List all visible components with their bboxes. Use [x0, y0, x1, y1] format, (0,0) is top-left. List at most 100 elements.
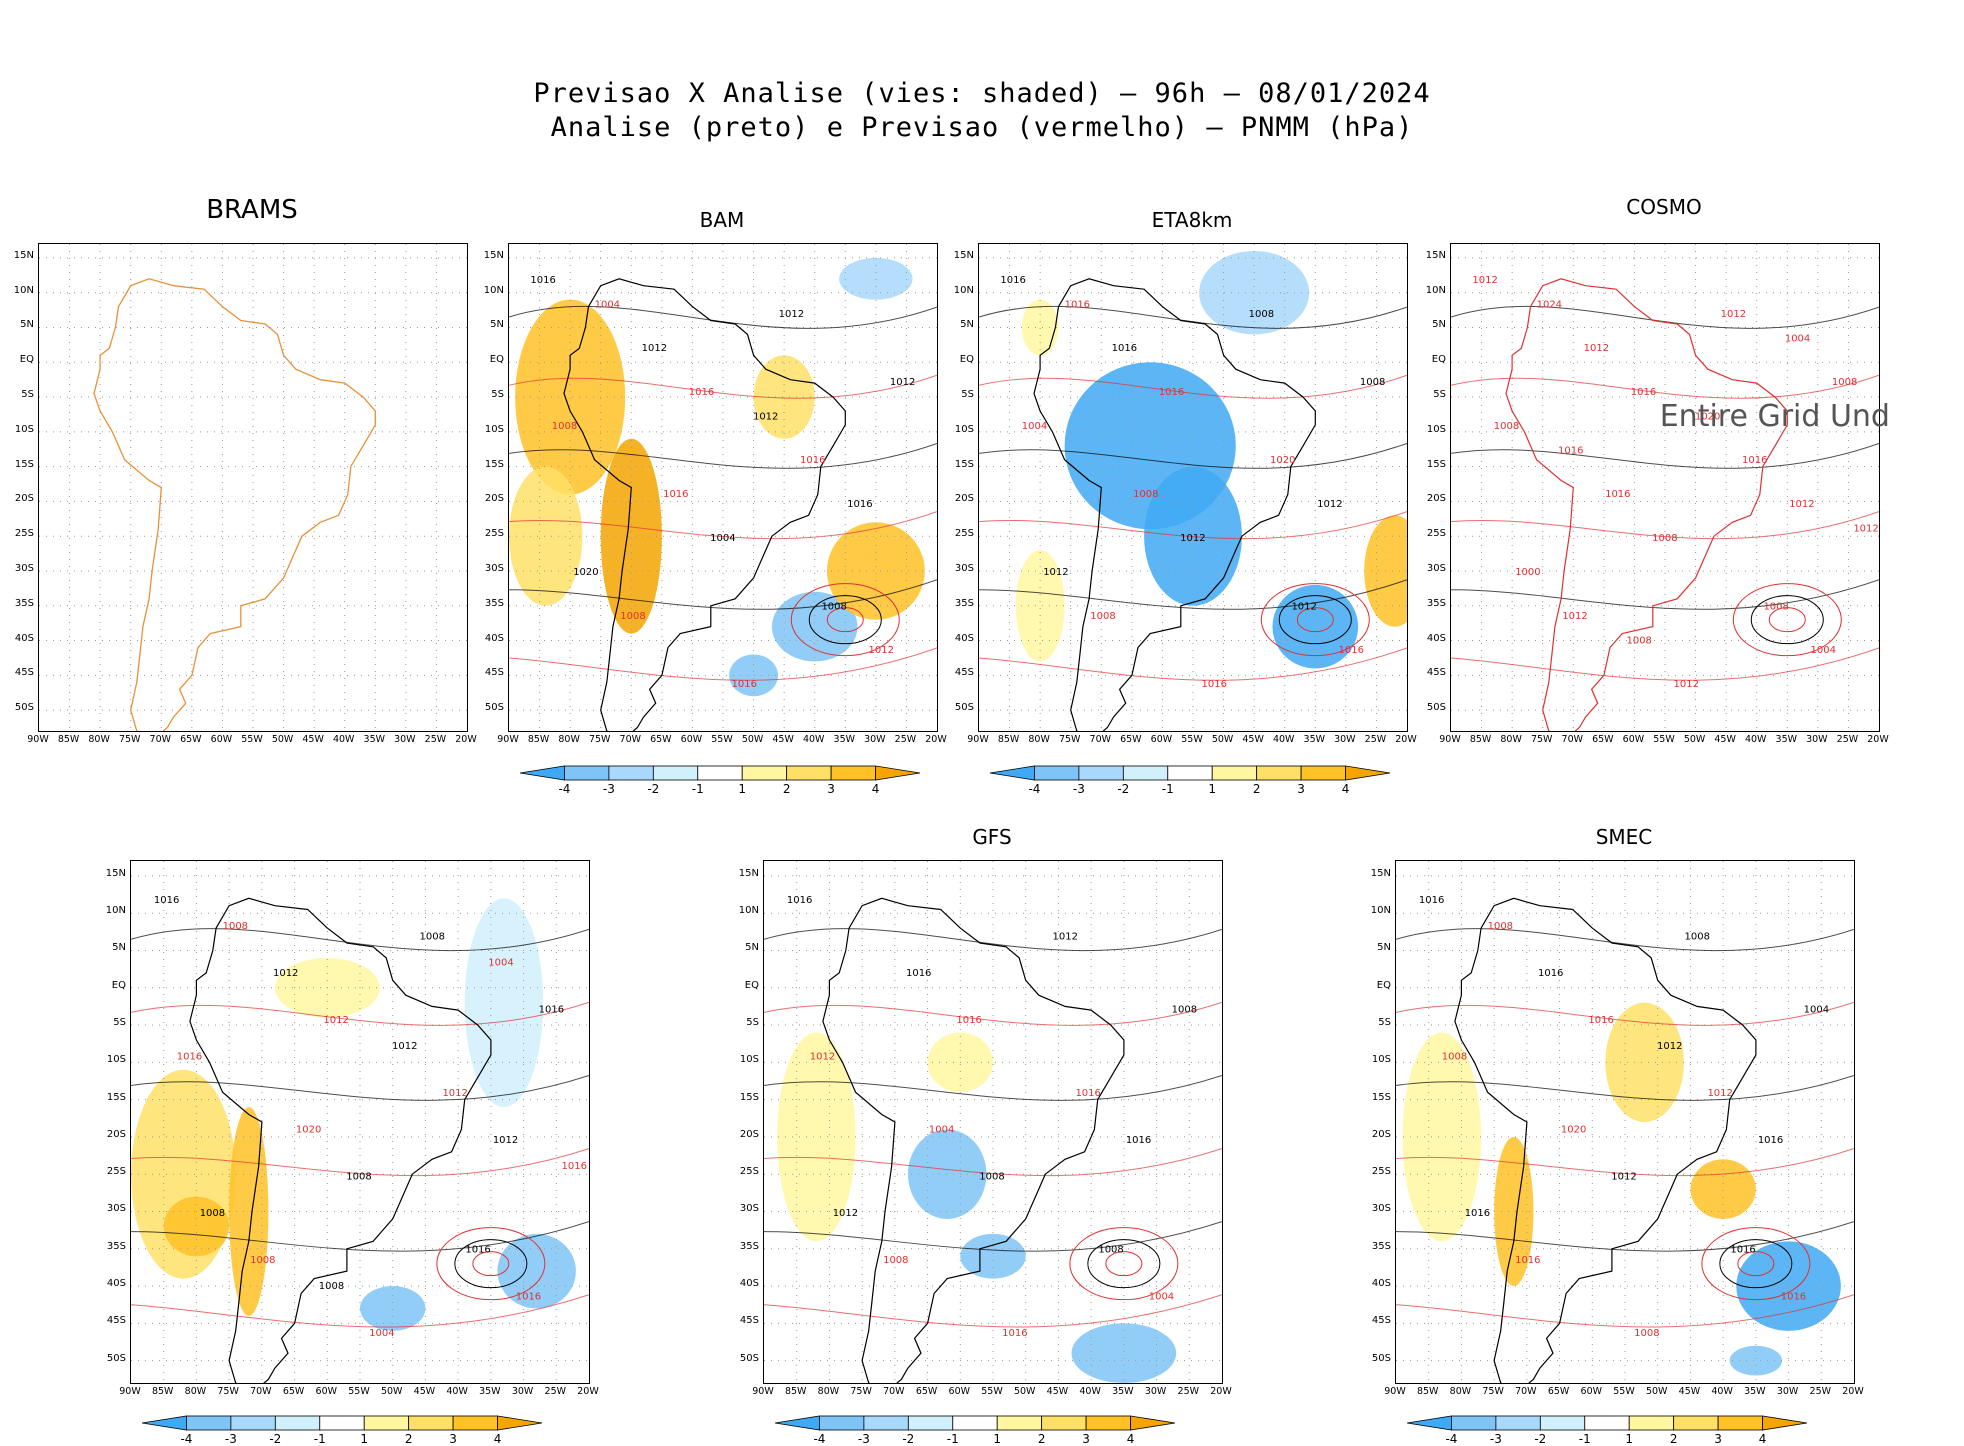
- lon-tick-label: 45W: [413, 1386, 436, 1397]
- isobar-label: 1004: [1811, 645, 1836, 656]
- isobar-line: [131, 1221, 589, 1252]
- lon-tick-label: 65W: [1547, 1386, 1570, 1397]
- map-panel: 1016 1016 1016 1008 1012 1008 1004 1012 1012 1016…: [508, 243, 938, 732]
- isobar-label: 1008: [821, 601, 846, 612]
- colorbar-label: -4: [180, 1432, 193, 1446]
- lat-tick-label: 15N: [1370, 867, 1391, 879]
- lon-tick-label: 35W: [363, 734, 386, 745]
- lon-tick-label: 40W: [332, 734, 355, 745]
- isobar-label: 1008: [1249, 309, 1274, 320]
- lon-tick-label: 30W: [864, 734, 886, 745]
- isobar-contour: [1069, 1227, 1179, 1301]
- isobar-contour: [808, 595, 882, 645]
- colorbar-label: -1: [313, 1432, 326, 1446]
- colorbar-label: 1: [1625, 1432, 1634, 1446]
- map-panel: 1012 1016 1012 1012 1012 1008 1008 1004 1012 1016…: [1450, 243, 1880, 732]
- isobar-label: 1016: [530, 275, 555, 286]
- lon-tick-label: 70W: [1089, 734, 1112, 745]
- colorbar: [1407, 1415, 1808, 1431]
- lon-tick-label: 60W: [1622, 734, 1645, 745]
- lat-tick-label: 25S: [739, 1166, 759, 1178]
- isobar-label: 1012: [1707, 1088, 1732, 1099]
- lat-tick-label: 20S: [739, 1128, 759, 1140]
- lat-tick-label: 5S: [1378, 1017, 1391, 1029]
- lon-tick-label: 30W: [1776, 1386, 1799, 1397]
- lon-tick-label: 65W: [1120, 734, 1142, 745]
- lon-tick-label: 25W: [1364, 734, 1387, 745]
- lon-tick-label: 25W: [424, 734, 447, 745]
- isobar-contour: [1719, 1239, 1793, 1289]
- isobar-line: [131, 1148, 589, 1177]
- bias-shading: [360, 1286, 426, 1331]
- isobar-label: 1016: [1631, 387, 1656, 398]
- lon-tick-label: 55W: [348, 1386, 370, 1397]
- isobar-label: 1016: [154, 895, 179, 906]
- colorbar-label: 2: [1037, 1432, 1046, 1446]
- colorbar-segment: [907, 1415, 954, 1431]
- lat-tick-label: 30S: [1426, 562, 1446, 574]
- colorbar-label: 1: [738, 782, 747, 796]
- lon-tick-label: 50W: [1013, 1386, 1036, 1397]
- isobar-label: 1016: [1742, 455, 1767, 466]
- isobar-label: 1012: [642, 343, 667, 354]
- coastline: [93, 278, 376, 731]
- colorbar-label: -3: [1072, 782, 1085, 796]
- isobar-label: 1008: [883, 1255, 908, 1266]
- isobar-contour: [1750, 595, 1824, 645]
- bias-shading: [1199, 250, 1310, 335]
- colorbar-segment: [230, 1415, 276, 1431]
- lat-tick-label: 5S: [746, 1017, 759, 1029]
- lat-tick-label: EQ: [489, 354, 504, 366]
- coastline: [822, 897, 1125, 1383]
- lat-tick-label: 15N: [483, 249, 504, 261]
- lon-tick-label: 25W: [1809, 1386, 1832, 1397]
- lat-tick-label: 10S: [484, 423, 504, 435]
- colorbar-segment: [520, 765, 565, 781]
- lon-tick-label: 80W: [817, 1386, 840, 1397]
- colorbar-segment: [408, 1415, 454, 1431]
- isobar-line: [1451, 579, 1879, 610]
- colorbar-segment: [1122, 765, 1169, 781]
- lon-tick-label: 65W: [650, 734, 672, 745]
- lat-tick-label: 5N: [112, 942, 126, 954]
- isobar-label: 1016: [847, 499, 872, 510]
- isobar-label: 1012: [493, 1135, 518, 1146]
- coastline: [1505, 278, 1788, 731]
- lon-tick-label: 75W: [1482, 1386, 1504, 1397]
- lon-tick-label: 75W: [1530, 734, 1553, 745]
- lat-tick-label: EQ: [1376, 979, 1391, 991]
- map-panel: 1016 1016 1012 1008 1008 1004 1012 1016 1016 1020…: [978, 243, 1408, 732]
- coastline: [563, 278, 846, 731]
- lon-tick-label: 80W: [88, 734, 110, 745]
- bias-shading: [960, 1233, 1026, 1279]
- isobar-line: [509, 647, 937, 681]
- lon-tick-label: 45W: [1678, 1386, 1701, 1397]
- isobar-contour: [472, 1251, 510, 1277]
- bias-shading: [515, 299, 626, 495]
- lat-tick-label: 5S: [1433, 389, 1446, 401]
- isobar-label: 1016: [1002, 1328, 1027, 1339]
- lon-tick-label: 20W: [455, 734, 477, 745]
- isobar-label: 1012: [1657, 1041, 1682, 1052]
- lon-tick-label: 20W: [1842, 1386, 1864, 1397]
- colorbar-label: -1: [1578, 1432, 1591, 1446]
- map-svg: 1016 1012 1012 1008 1008 1016 1008 1016 1012 1012…: [131, 861, 589, 1383]
- map-svg: [39, 244, 467, 731]
- lat-tick-label: 10S: [1426, 423, 1446, 435]
- lat-tick-label: 5N: [1432, 319, 1446, 331]
- lon-tick-label: 35W: [1775, 734, 1798, 745]
- colorbar-segment: [652, 765, 699, 781]
- lon-tick-label: 70W: [883, 1386, 905, 1397]
- isobar-line: [979, 579, 1407, 610]
- isobar-line: [1396, 928, 1854, 952]
- bias-shading: [1494, 1136, 1534, 1287]
- isobar-line: [979, 374, 1407, 399]
- colorbar-segment: [786, 765, 832, 781]
- lon-tick-label: 75W: [118, 734, 141, 745]
- lon-tick-label: 80W: [1028, 734, 1050, 745]
- lat-tick-label: 10N: [1370, 905, 1391, 917]
- lat-tick-label: 20S: [1426, 493, 1446, 505]
- bias-shading: [1021, 299, 1059, 356]
- colorbar: [775, 1415, 1176, 1431]
- lat-tick-label: 25S: [14, 528, 34, 540]
